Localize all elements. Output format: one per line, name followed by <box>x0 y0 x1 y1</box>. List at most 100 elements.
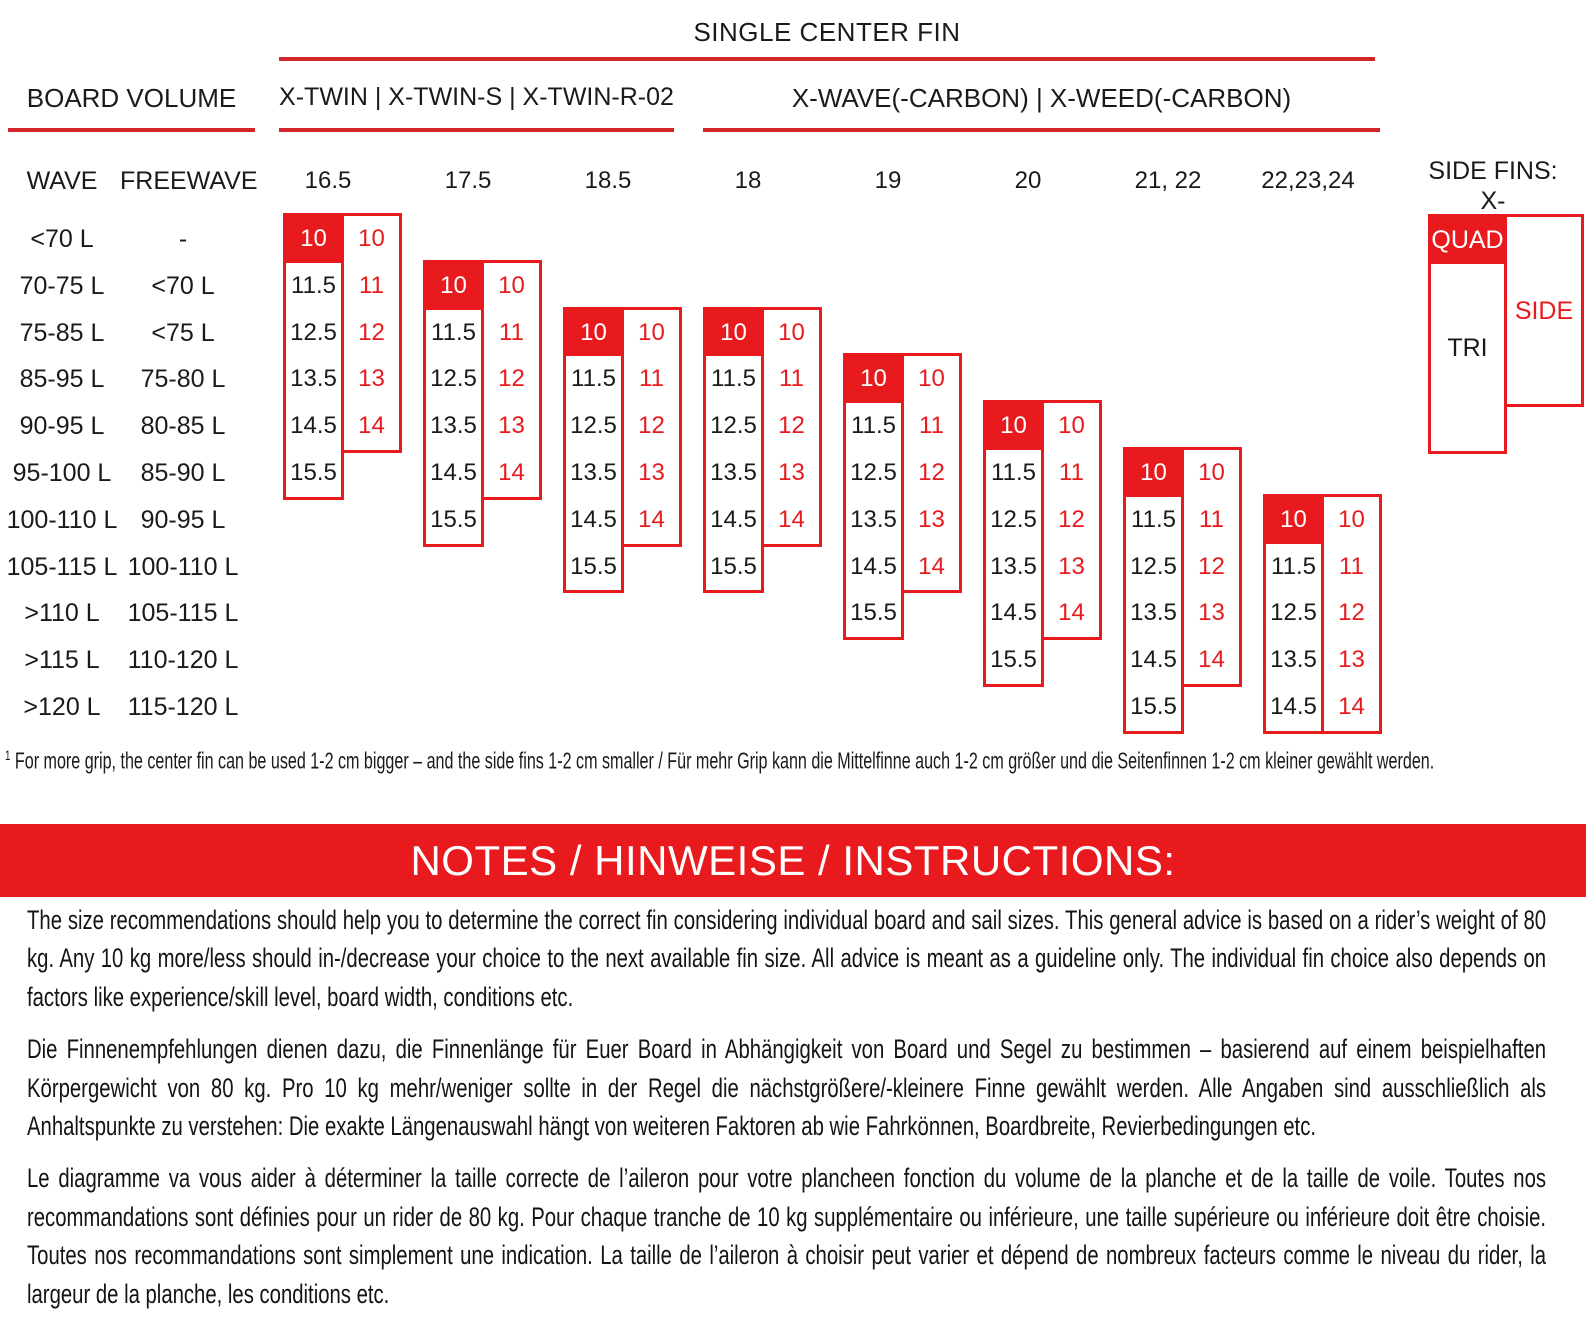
side-fin-size: 14 <box>1338 692 1365 720</box>
side-fin-size: 10 <box>918 365 945 393</box>
notes-paragraph-en: The size recommendations should help you… <box>27 905 1547 1012</box>
center-fin-size-highlight: 10 <box>706 309 761 357</box>
xtwin-group-rule <box>279 128 674 132</box>
side-fin-size: 10 <box>358 225 385 252</box>
center-fin-size: 11.5 <box>1131 505 1176 533</box>
freewave-volume-label: - <box>178 225 188 253</box>
notes-banner: NOTES / HINWEISE / INSTRUCTIONS: <box>0 824 1586 897</box>
side-fin-size: 12 <box>1198 552 1225 580</box>
center-fin-size: 14.5 <box>710 505 757 533</box>
center-fin-size-highlight: 10 <box>1266 496 1321 544</box>
center-fin-size: 14.5 <box>290 412 337 440</box>
center-fin-size-highlight: 10 <box>426 262 481 310</box>
board-volume-label: BOARD VOLUME <box>26 83 237 113</box>
freewave-volume-label: 115-120 L <box>127 693 239 721</box>
center-fin-size: 15.5 <box>1130 692 1177 720</box>
side-fin-column: 10 11 12 13 14 <box>761 306 822 547</box>
side-fin-size: 12 <box>1058 505 1085 533</box>
center-fin-size: 14.5 <box>570 505 617 533</box>
wave-volume-label: 95-100 L <box>12 459 112 487</box>
side-fin-column: 10 11 12 13 14 <box>341 213 402 453</box>
board-volume-rule <box>8 128 255 132</box>
notes-paragraphs: The size recommendations should help you… <box>27 901 1546 1327</box>
center-fin-size: 15.5 <box>990 646 1037 674</box>
side-fin-size: 13 <box>1198 599 1225 627</box>
center-fin-column: 10 11.5 12.5 13.5 14.5 15.5 <box>843 353 904 641</box>
center-fin-size: 13.5 <box>990 552 1037 580</box>
freewave-column-header: FREEWAVE <box>120 167 258 195</box>
xwave-group-rule <box>703 128 1380 132</box>
footnote-marker: 1 <box>5 747 11 763</box>
center-fin-size: 15.5 <box>570 552 617 580</box>
side-fin-size: 10 <box>778 318 805 346</box>
freewave-volume-label: 85-90 L <box>140 459 226 487</box>
notes-paragraph-de: Die Finnenempfehlungen dienen dazu, die … <box>27 1034 1547 1142</box>
notes-paragraph-fr: Le diagramme va vous aider à déterminer … <box>27 1163 1547 1309</box>
wave-column-header: WAVE <box>26 167 98 195</box>
center-fin-size: 15.5 <box>290 458 337 486</box>
center-fin-column: 10 11.5 12.5 13.5 14.5 <box>1263 493 1324 734</box>
center-fin-size: 15.5 <box>850 599 897 627</box>
center-fin-size-highlight: 10 <box>1126 450 1181 497</box>
top-rule <box>279 57 1375 61</box>
center-fin-size: 13.5 <box>1130 599 1177 627</box>
wave-volume-label: >120 L <box>23 693 101 721</box>
legend-quad-label: QUAD <box>1431 217 1504 264</box>
sail-size-header: 21, 22 <box>1134 167 1202 194</box>
freewave-volume-label: 110-120 L <box>127 646 239 675</box>
side-fin-size: 12 <box>638 412 665 440</box>
footnote: 1 For more grip, the center fin can be u… <box>5 747 1586 775</box>
center-fin-size: 12.5 <box>570 412 617 440</box>
side-fin-size: 11 <box>1199 505 1224 533</box>
side-fin-size: 13 <box>1338 646 1365 674</box>
center-fin-size: 12.5 <box>850 458 897 486</box>
wave-volume-label: 85-95 L <box>19 365 105 394</box>
center-fin-size: 15.5 <box>430 505 477 533</box>
sail-size-header: 17.5 <box>444 167 492 194</box>
center-fin-size-highlight: 10 <box>986 403 1041 450</box>
side-fin-column: 10 11 12 13 14 <box>621 306 682 547</box>
sail-size-header: 16.5 <box>304 167 352 194</box>
sail-size-header: 22,23,24 <box>1261 167 1355 194</box>
side-fin-size: 10 <box>1338 505 1365 533</box>
freewave-volume-label: 90-95 L <box>140 505 226 534</box>
side-fin-size: 11 <box>499 318 524 346</box>
side-fin-size: 10 <box>1198 459 1225 486</box>
side-fin-column: 10 11 12 13 14 <box>1321 493 1382 734</box>
wave-volume-label: 90-95 L <box>19 412 105 441</box>
wave-volume-label: 105-115 L <box>6 552 118 581</box>
center-fin-size: 13.5 <box>430 412 477 440</box>
center-fin-size: 12.5 <box>430 365 477 393</box>
sail-size-header: 19 <box>874 167 902 194</box>
freewave-volume-label: <70 L <box>151 271 215 300</box>
side-fin-size: 11 <box>779 365 804 393</box>
side-fin-size: 11 <box>919 412 944 440</box>
center-fin-size: 13.5 <box>710 458 757 486</box>
side-fin-size: 14 <box>1058 599 1085 627</box>
side-fin-size: 12 <box>358 318 385 346</box>
center-fin-size: 14.5 <box>1130 646 1177 674</box>
side-fin-size: 12 <box>498 365 525 393</box>
footnote-text: For more grip, the center fin can be use… <box>10 747 1435 774</box>
side-fin-size: 10 <box>498 271 525 299</box>
side-fin-column: 10 11 12 13 14 <box>1041 400 1102 641</box>
side-fin-size: 13 <box>638 458 665 486</box>
notes-banner-title: NOTES / HINWEISE / INSTRUCTIONS: <box>410 837 1176 884</box>
side-fin-size: 13 <box>498 412 525 440</box>
center-fin-size: 11.5 <box>851 412 896 440</box>
center-fin-column: 10 11.5 12.5 13.5 14.5 15.5 <box>283 213 344 500</box>
fin-group-xtwin-label: X-TWIN | X-TWIN-S | X-TWIN-R-02 <box>279 83 674 111</box>
center-fin-size: 14.5 <box>990 599 1037 627</box>
freewave-volume-label: <75 L <box>151 318 215 347</box>
center-fin-size-highlight: 10 <box>846 356 901 404</box>
freewave-volume-label: 80-85 L <box>140 412 226 441</box>
side-fin-size: 14 <box>1198 646 1225 674</box>
side-fin-size: 14 <box>638 505 665 533</box>
center-fin-column: 10 11.5 12.5 13.5 14.5 15.5 <box>983 400 1044 687</box>
center-fin-size: 14.5 <box>850 552 897 580</box>
sail-size-header: 20 <box>1014 167 1042 194</box>
center-fin-size: 13.5 <box>850 505 897 533</box>
side-fin-column: 10 11 12 13 14 <box>901 353 962 594</box>
legend-quad-tri-box: QUAD TRI <box>1428 214 1507 454</box>
